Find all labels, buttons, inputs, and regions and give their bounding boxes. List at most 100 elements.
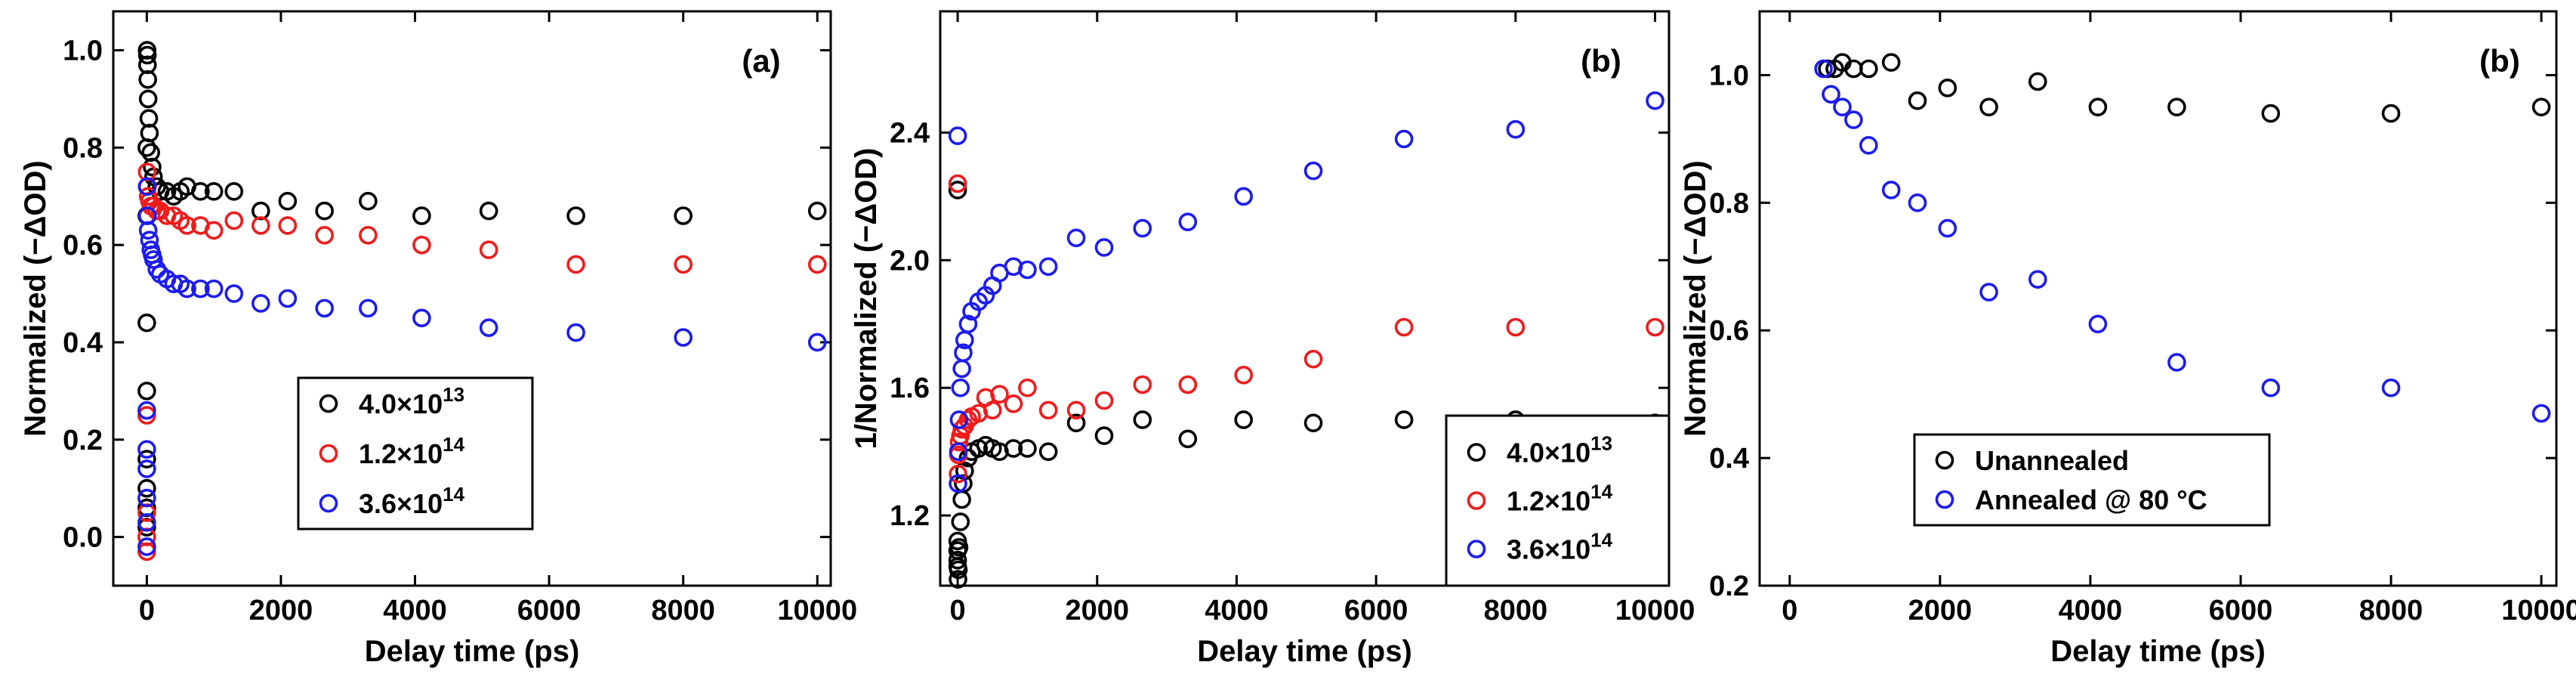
data-point: [1938, 79, 1957, 97]
data-point: [2261, 104, 2281, 123]
y-tick-label: 0.8: [1709, 187, 1749, 219]
data-point: [2531, 97, 2551, 116]
data-point: [1133, 410, 1152, 429]
data-point: [949, 570, 967, 589]
data-point: [1066, 228, 1086, 248]
legend-item: 4.0×1013: [1467, 432, 1612, 469]
y-tick-label: 0.6: [1709, 315, 1749, 347]
x-tick-label: 4000: [383, 595, 447, 626]
data-point: [2028, 270, 2047, 289]
data-point: [1234, 187, 1253, 206]
data-point: [204, 182, 224, 201]
data-point: [1094, 391, 1114, 410]
data-point: [177, 216, 196, 235]
y-tick-label: 0.2: [1709, 571, 1749, 602]
chart-panel-3: 0 2000 4000 6000 8000 10000 0.2 0.4 0.6 0.8 1.0 Del…: [1679, 10, 2576, 668]
legend-marker: [1467, 540, 1486, 558]
data-point: [1646, 317, 1664, 337]
data-point: [278, 289, 298, 308]
x-tick-label: 6000: [2209, 595, 2273, 626]
data-point: [359, 225, 378, 245]
x-axis-title: Delay time (ps): [365, 635, 580, 668]
data-point: [2088, 97, 2108, 116]
data-point: [2167, 353, 2186, 372]
data-point: [138, 70, 158, 89]
legend: Unannealed Annealed @ 80 °C: [1913, 433, 2271, 527]
data-point: [138, 221, 158, 240]
data-point: [1303, 349, 1323, 369]
legend-exponent: 13: [1590, 432, 1612, 455]
chart-panel-1: 0 2000 4000 6000 8000 10000 0.0 0.2 0.4 0.6 0.8 1.0…: [19, 10, 857, 668]
data-point: [1822, 85, 1840, 104]
data-point: [359, 299, 378, 318]
data-point: [1881, 181, 1901, 200]
data-point: [204, 279, 224, 299]
data-point: [674, 206, 693, 225]
y-tick-label: 1.2: [890, 500, 930, 532]
data-point: [949, 538, 969, 557]
y-tick-label: 0.0: [63, 522, 103, 554]
panel-label: (b): [1581, 43, 1621, 79]
x-tick-label: 0: [1782, 595, 1797, 626]
y-tick-label: 1.0: [63, 36, 103, 67]
data-point: [224, 284, 244, 303]
data-point: [1506, 119, 1526, 139]
y-axis-title: 1/Normalized (−ΔOD): [850, 148, 883, 450]
data-point: [137, 382, 156, 401]
plot-frame: [112, 10, 832, 587]
x-tick-label: 8000: [651, 595, 715, 626]
x-tick-label: 8000: [1484, 595, 1548, 626]
data-point: [1094, 238, 1114, 257]
data-point: [952, 490, 971, 509]
legend-marker: [1467, 443, 1486, 462]
data-point: [1004, 439, 1023, 458]
data-point: [191, 279, 210, 299]
data-point: [224, 211, 244, 230]
panel-label: (b): [2479, 43, 2520, 79]
data-point: [949, 442, 968, 461]
series-1: [1818, 53, 2551, 123]
data-point: [1979, 97, 1998, 116]
data-point: [1178, 375, 1198, 394]
series-1: [948, 181, 1664, 589]
data-point: [807, 255, 827, 274]
data-point: [138, 89, 158, 109]
x-tick-label: 2000: [249, 595, 313, 626]
x-tick-label: 6000: [517, 595, 582, 626]
x-tick-label: 6000: [1344, 595, 1408, 626]
data-point: [204, 221, 224, 240]
x-tick-label: 4000: [2059, 595, 2123, 626]
data-point: [1094, 426, 1114, 445]
data-point: [566, 323, 585, 342]
legend-item: Annealed @ 80 °C: [1935, 484, 2207, 515]
data-point: [948, 550, 967, 570]
series-2: [1814, 59, 2551, 423]
legend-exponent: 14: [443, 483, 464, 506]
data-point: [1066, 413, 1086, 432]
data-point: [951, 512, 970, 531]
data-point: [1979, 283, 1998, 302]
x-tick-label: 10000: [777, 595, 857, 626]
x-axis-title: Delay time (ps): [1197, 635, 1412, 668]
data-point: [566, 206, 585, 225]
data-point: [191, 182, 210, 201]
data-point: [949, 560, 968, 580]
data-point: [137, 512, 156, 532]
data-point: [2381, 378, 2401, 397]
data-point: [315, 225, 334, 245]
y-axis-title: Normalized (−ΔOD): [1679, 160, 1712, 436]
data-point: [1018, 260, 1037, 280]
data-point: [2531, 404, 2551, 423]
data-point: [1066, 401, 1086, 420]
panel-label: (a): [742, 43, 780, 79]
data-point: [1178, 212, 1198, 231]
legend-exponent: 14: [1590, 481, 1612, 503]
data-point: [954, 474, 973, 493]
data-point: [1038, 401, 1058, 420]
data-point: [1394, 317, 1414, 337]
data-point: [1908, 91, 1927, 110]
data-point: [315, 299, 334, 318]
data-point: [2088, 314, 2108, 334]
